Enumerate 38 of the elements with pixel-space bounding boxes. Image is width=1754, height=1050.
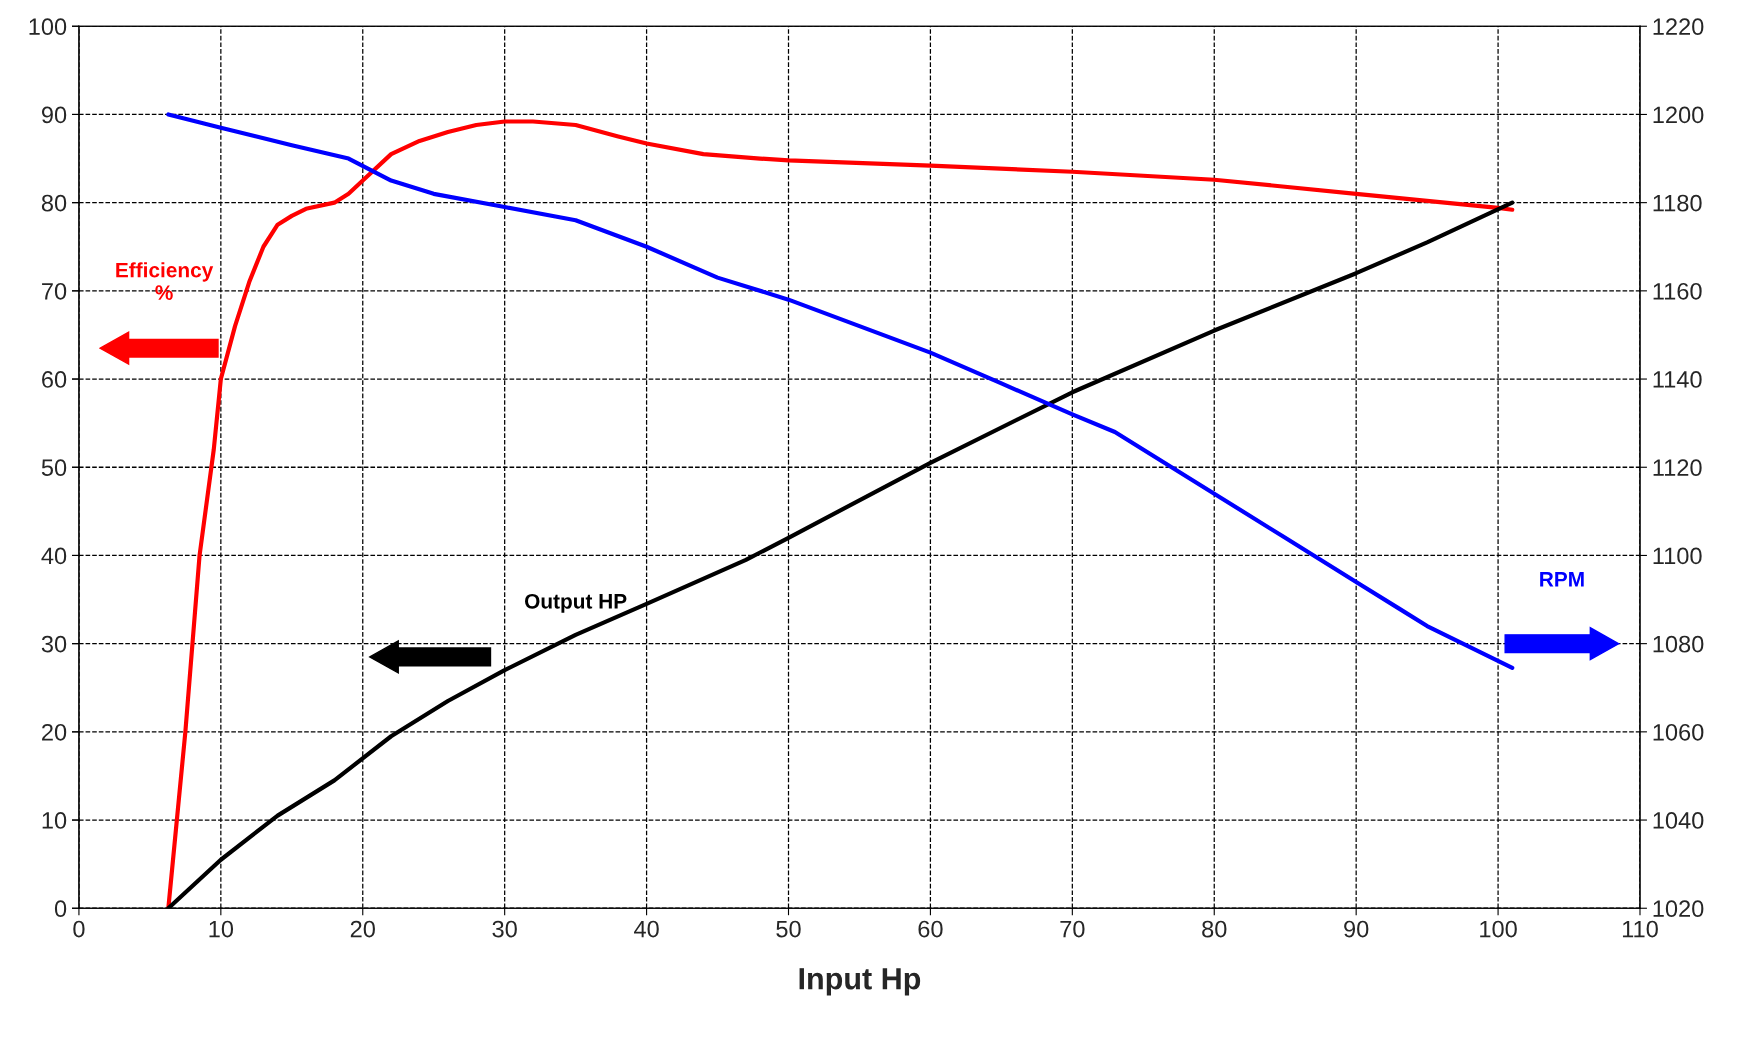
x-tick-label: 100 (1480, 920, 1517, 938)
y-tick-label: 10 (42, 812, 67, 829)
y2-tick-label: 1080 (1653, 635, 1704, 653)
x-tick-label: 90 (1344, 920, 1369, 938)
y2-tick-label: 1100 (1653, 547, 1702, 565)
x-tick-label: 50 (776, 920, 801, 938)
x-tick-label: 40 (634, 920, 659, 938)
y-tick-label: 90 (41, 106, 67, 124)
y2-tick-label: 1200 (1653, 106, 1704, 124)
y-tick-label: 100 (29, 18, 67, 36)
y2-tick-label: 1040 (1653, 812, 1704, 829)
x-axis-title: Input Hp (799, 968, 921, 996)
y-tick-label: 70 (42, 282, 67, 300)
x-tick-label: 80 (1202, 920, 1227, 938)
y-tick-label: 60 (42, 371, 67, 388)
x-tick-label: 20 (350, 920, 375, 938)
x-tick-label: 70 (1060, 920, 1085, 938)
y2-tick-label: 1140 (1653, 371, 1702, 388)
series-label: Efficiency % (116, 262, 214, 300)
y2-tick-label: 1180 (1653, 194, 1702, 212)
y-tick-label: 20 (42, 723, 67, 741)
y-tick-label: 50 (41, 459, 67, 477)
y2-tick-label: 1060 (1653, 723, 1704, 741)
y2-tick-label: 1220 (1653, 18, 1704, 36)
y2-tick-label: 1120 (1653, 459, 1702, 477)
text: RPM (1540, 572, 1584, 587)
x-tick-label: 60 (918, 920, 943, 938)
y2-tick-label: 1160 (1653, 282, 1702, 300)
y-tick-label: 80 (41, 194, 67, 212)
y2-tick-label: 1020 (1653, 900, 1704, 918)
y-tick-label: 0 (54, 900, 67, 918)
y-tick-label: 40 (41, 547, 67, 565)
x-tick-label: 30 (492, 920, 517, 938)
y-tick-label: 30 (41, 635, 67, 653)
series-label: Output HP (525, 593, 627, 613)
x-tick-label: 110 (1622, 920, 1658, 938)
x-tick-label: 10 (209, 920, 234, 938)
x-tick-label: 0 (73, 920, 85, 938)
